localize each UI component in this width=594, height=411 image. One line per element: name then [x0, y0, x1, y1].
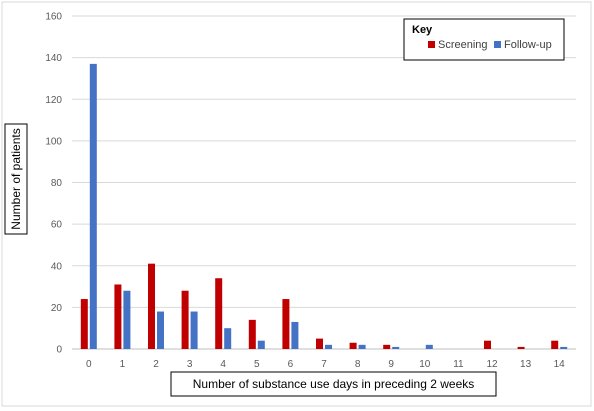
x-tick-label: 12: [486, 359, 498, 370]
bar-follow-up-3: [190, 311, 198, 349]
x-tick-label: 13: [520, 359, 532, 370]
y-axis-title-group: Number of patients: [4, 123, 28, 235]
x-tick-label: 1: [120, 359, 126, 370]
y-tick-label: 40: [51, 261, 63, 272]
x-axis-ticks: 0 1 2 3 4 5 6 7 8 9 10 11 12 13 14: [86, 359, 565, 370]
legend: Key Screening Follow-up: [403, 18, 565, 61]
x-tick-label: 3: [187, 359, 193, 370]
y-axis-ticks: 0 20 40 60 80 100 120 140 160: [45, 12, 62, 356]
legend-box: [403, 18, 565, 61]
bar-screening-13: [517, 346, 525, 349]
x-axis-title: Number of substance use days in precedin…: [193, 377, 475, 391]
x-tick-label: 4: [220, 359, 226, 370]
y-tick-label: 120: [45, 95, 62, 106]
y-tick-label: 140: [45, 53, 62, 64]
bar-screening-8: [349, 342, 357, 349]
legend-label-screening: Screening: [438, 39, 488, 51]
bar-follow-up-8: [358, 344, 366, 349]
legend-swatch-follow-up: [494, 41, 501, 48]
bars: [80, 63, 568, 350]
gridlines: [72, 15, 576, 350]
bar-follow-up-10: [425, 344, 433, 349]
x-tick-label: 6: [288, 359, 294, 370]
bar-screening-5: [248, 319, 256, 349]
y-tick-label: 80: [51, 178, 63, 189]
x-axis-title-box: [170, 371, 497, 397]
bar-follow-up-2: [157, 311, 164, 349]
y-tick-label: 60: [51, 220, 63, 231]
bar-follow-up-7: [325, 344, 332, 349]
x-tick-label: 10: [419, 359, 431, 370]
y-axis-title: Number of patients: [9, 128, 23, 229]
y-tick-label: 20: [51, 303, 63, 314]
x-tick-label: 11: [453, 359, 464, 370]
x-tick-label: 2: [153, 359, 159, 370]
bar-screening-3: [181, 290, 189, 349]
bar-screening-2: [148, 263, 155, 349]
bar-follow-up-1: [123, 290, 131, 349]
y-axis-title-box: [4, 123, 28, 235]
bar-screening-1: [114, 284, 122, 349]
bar-follow-up-14: [560, 346, 568, 349]
legend-label-follow-up: Follow-up: [504, 39, 552, 51]
bar-screening-7: [316, 338, 323, 349]
x-tick-label: 7: [321, 359, 327, 370]
bar-follow-up-5: [257, 340, 265, 349]
bar-screening-14: [551, 340, 559, 349]
legend-title: Key: [412, 24, 433, 36]
y-tick-label: 160: [45, 12, 62, 23]
bar-follow-up-6: [291, 321, 299, 349]
x-tick-label: 8: [355, 359, 361, 370]
y-tick-label: 0: [56, 345, 62, 356]
bar-follow-up-9: [392, 346, 400, 349]
bar-screening-12: [484, 340, 491, 349]
y-tick-label: 100: [45, 136, 62, 147]
x-axis-title-group: Number of substance use days in precedin…: [170, 371, 497, 397]
x-tick-label: 9: [388, 359, 394, 370]
bar-follow-up-0: [89, 63, 97, 350]
bar-screening-0: [80, 299, 88, 349]
bar-follow-up-4: [224, 328, 232, 349]
bar-screening-4: [215, 278, 223, 349]
legend-swatch-screening: [428, 41, 435, 48]
x-tick-label: 14: [554, 359, 566, 370]
bar-screening-9: [383, 344, 391, 349]
x-tick-label: 5: [254, 359, 260, 370]
x-tick-label: 0: [86, 359, 92, 370]
bar-screening-6: [282, 299, 290, 349]
